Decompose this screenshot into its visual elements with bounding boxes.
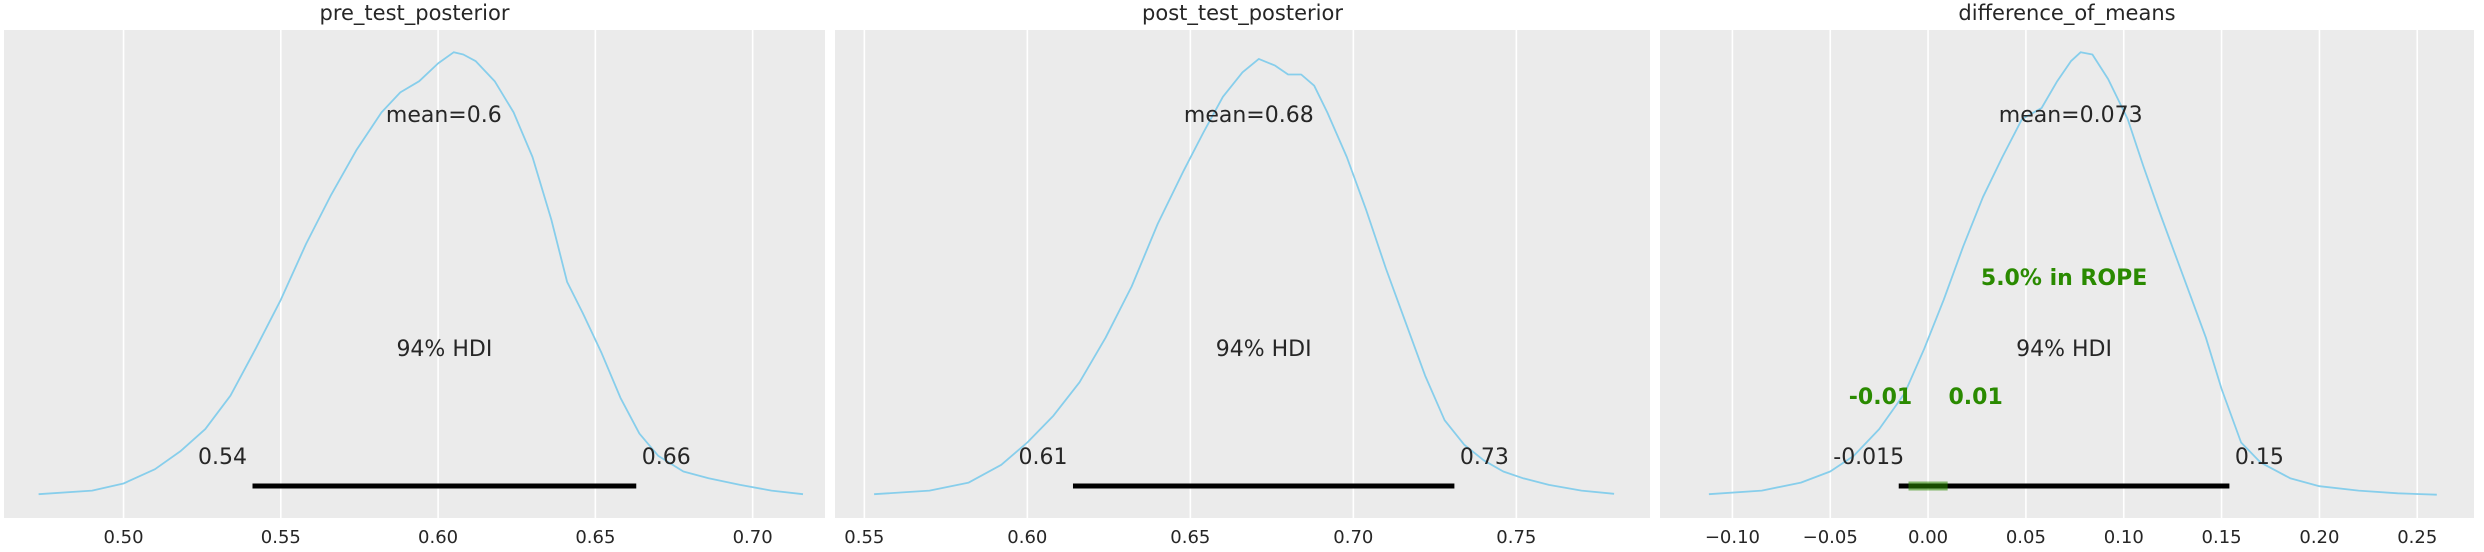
hdi-label: 94% HDI: [1216, 337, 1312, 362]
rope-low-label: -0.01: [1849, 385, 1912, 410]
rope-high-label: 0.01: [1948, 385, 2002, 410]
panel-pre_test_posterior: 0.50 0.55 0.60 0.65 0.70 pre_test_posteriorme…: [4, 1, 825, 548]
x-tick-label: 0.65: [575, 527, 615, 548]
hdi-low-label: 0.54: [198, 445, 247, 470]
panel-difference_of_means: −0.10 −0.05 0.00 0.05 0.10 0.15 0.20 0.25 differ…: [1660, 1, 2474, 548]
x-tick-label: 0.60: [418, 527, 458, 548]
x-tick-label: 0.15: [2202, 527, 2242, 548]
density-line: [874, 58, 1615, 496]
x-tick-label: 0.50: [103, 527, 143, 548]
plot-background: [1660, 30, 2474, 518]
x-tick-label: 0.70: [733, 527, 773, 548]
density-line: [38, 51, 804, 496]
hdi-low-label: 0.61: [1018, 445, 1067, 470]
hdi-high-label: 0.15: [2235, 445, 2284, 470]
panel-title: post_test_posterior: [1142, 1, 1343, 26]
x-tick-label: 0.20: [2299, 527, 2339, 548]
plot-background: [835, 30, 1650, 518]
mean-label: mean=0.68: [1184, 103, 1314, 128]
x-tick-label: −0.05: [1803, 527, 1858, 548]
x-tick-label: 0.60: [1007, 527, 1047, 548]
x-tick-label: 0.55: [261, 527, 301, 548]
x-tick-label: 0.25: [2397, 527, 2437, 548]
panel-title: difference_of_means: [1958, 1, 2175, 26]
hdi-label: 94% HDI: [396, 337, 492, 362]
hdi-high-label: 0.73: [1460, 445, 1509, 470]
hdi-low-label: -0.015: [1833, 445, 1904, 470]
x-tick-label: −0.10: [1705, 527, 1760, 548]
density-line: [1708, 51, 2437, 496]
mean-label: mean=0.6: [386, 103, 502, 128]
panel-post_test_posterior: 0.55 0.60 0.65 0.70 0.75 post_test_posteriorm…: [835, 1, 1650, 548]
plot-background: [4, 30, 825, 518]
rope-label: 5.0% in ROPE: [1981, 266, 2147, 291]
x-tick-label: 0.65: [1170, 527, 1210, 548]
x-tick-label: 0.70: [1333, 527, 1373, 548]
x-tick-label: 0.05: [2006, 527, 2046, 548]
mean-label: mean=0.073: [1999, 103, 2143, 128]
x-tick-label: 0.00: [1908, 527, 1948, 548]
x-tick-label: 0.10: [2104, 527, 2144, 548]
x-tick-label: 0.55: [844, 527, 884, 548]
x-tick-label: 0.75: [1496, 527, 1536, 548]
panel-title: pre_test_posterior: [320, 1, 510, 26]
hdi-high-label: 0.66: [642, 445, 691, 470]
hdi-label: 94% HDI: [2016, 337, 2112, 362]
